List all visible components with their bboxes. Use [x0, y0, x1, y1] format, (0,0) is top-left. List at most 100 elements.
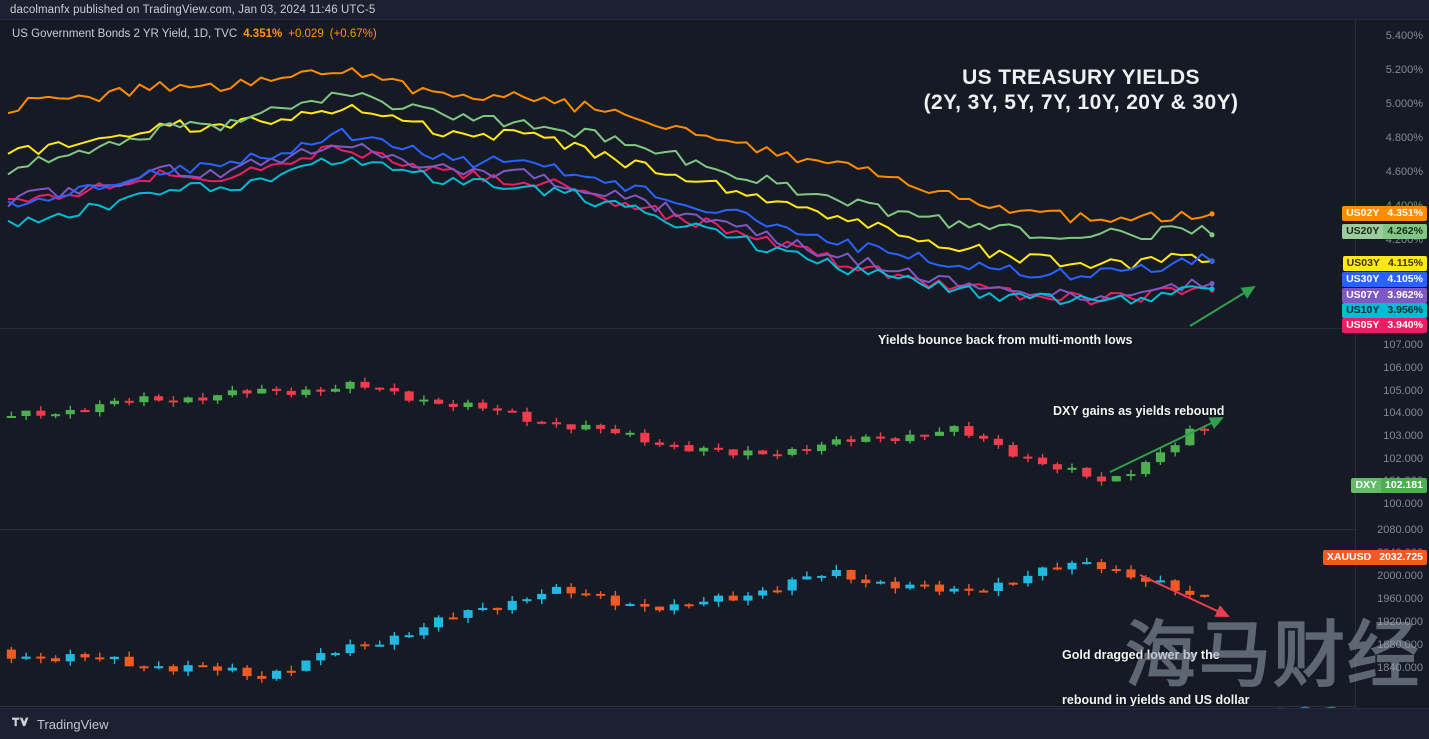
dxy-candle	[1052, 462, 1062, 474]
dxy-candle	[610, 424, 620, 435]
price-tag-xauusd-value: 2032.725	[1375, 550, 1427, 565]
panel-treasury-yields[interactable]	[0, 20, 1355, 328]
panel-separator-1[interactable]	[0, 328, 1429, 329]
price-tag-us20y[interactable]: US20Y 4.262%	[1342, 224, 1427, 239]
price-tag-us07y[interactable]: US07Y 3.962%	[1342, 288, 1427, 303]
dxy-candle	[168, 396, 178, 407]
axis-tick-dxy-3: 104.000	[1383, 407, 1423, 419]
xauusd-candle	[625, 602, 635, 607]
xauusd-candle	[1170, 579, 1180, 596]
dxy-candle	[51, 413, 61, 419]
axis-tick-yields-4: 4.600%	[1385, 166, 1423, 178]
yield-line-us03y	[7, 103, 1213, 271]
axis-tick-yields-1: 5.200%	[1385, 64, 1423, 76]
panel-dxy[interactable]	[0, 329, 1355, 529]
dxy-candle	[463, 399, 473, 410]
dxy-candle	[684, 441, 694, 452]
axis-tick-gold-6: 1840.000	[1377, 662, 1423, 674]
dxy-candle	[802, 445, 812, 455]
xauusd-candle	[330, 651, 340, 657]
dxy-candle	[979, 433, 989, 442]
xauusd-candle	[213, 662, 223, 676]
xauusd-candle	[964, 584, 974, 596]
dxy-candle	[1200, 425, 1210, 436]
xauusd-candle	[1008, 582, 1018, 586]
dxy-candle	[551, 417, 561, 428]
dxy-candle	[478, 399, 488, 411]
legend-change-percent: (+0.67%)	[329, 28, 377, 40]
xauusd-candle	[551, 583, 561, 595]
dxy-candle	[743, 446, 753, 460]
dxy-candle	[920, 434, 930, 441]
price-tag-xauusd[interactable]: XAUUSD 2032.725	[1322, 550, 1427, 565]
price-tag-us05y[interactable]: US05Y 3.940%	[1342, 318, 1427, 333]
chart-frame[interactable]: US Government Bonds 2 YR Yield, 1D, TVC …	[0, 20, 1429, 723]
dxy-candle	[109, 397, 119, 407]
yield-line-us20y	[7, 91, 1213, 240]
dxy-candle	[507, 408, 517, 413]
footer-bar: TradingView	[0, 708, 1429, 739]
dxy-candlestick-chart	[6, 377, 1210, 486]
price-tag-us30y[interactable]: US30Y 4.105%	[1342, 272, 1427, 287]
legend-symbol: US Government Bonds 2 YR Yield, 1D, TVC	[12, 28, 238, 40]
price-tag-us03y[interactable]: US03Y 4.115%	[1342, 256, 1427, 271]
price-tag-us02y-value: 4.351%	[1383, 206, 1427, 221]
xauusd-candle	[434, 615, 444, 632]
publisher-text: dacolmanfx published on TradingView.com,…	[10, 3, 376, 16]
xauusd-candle	[345, 639, 355, 656]
xauusd-candle	[772, 586, 782, 594]
xauusd-candle	[478, 602, 488, 612]
xauusd-candle	[890, 577, 900, 594]
xauusd-candle	[522, 597, 532, 604]
dxy-candle	[1170, 442, 1180, 457]
annotation-yields: Yields bounce back from multi-month lows	[878, 333, 1133, 347]
xauusd-candle	[375, 640, 385, 647]
dxy-candle	[640, 429, 650, 446]
xauusd-candle	[596, 591, 606, 599]
price-tag-dxy[interactable]: DXY 102.181	[1351, 478, 1427, 493]
dxy-candle	[1082, 467, 1092, 479]
panel-xauusd[interactable]	[0, 530, 1355, 705]
price-tag-us05y-symbol: US05Y	[1342, 318, 1384, 333]
dxy-candle	[242, 388, 252, 398]
price-scale[interactable]: 5.400%5.200%5.000%4.800%4.600%4.400%4.20…	[1322, 20, 1429, 708]
xauusd-candle	[183, 660, 193, 677]
yield-endpoint-us07y	[1209, 280, 1215, 287]
price-tag-us10y[interactable]: US10Y 3.956%	[1342, 303, 1427, 318]
xauusd-candle	[684, 603, 694, 609]
chart-title-line1: US TREASURY YIELDS	[962, 66, 1200, 89]
dxy-candle	[257, 384, 267, 394]
xauusd-candle	[21, 652, 31, 661]
axis-tick-dxy-2: 105.000	[1383, 385, 1423, 397]
yield-line-us10y	[7, 156, 1213, 306]
xauusd-candle	[979, 588, 989, 593]
dxy-candle	[36, 406, 46, 419]
dxy-candle	[434, 397, 444, 405]
dxy-candle	[699, 446, 709, 456]
panel-separator-2[interactable]	[0, 529, 1429, 530]
xauusd-candle	[1200, 594, 1210, 598]
xauusd-candle	[610, 590, 620, 611]
dxy-candle	[139, 392, 149, 407]
dxy-candle	[1067, 463, 1077, 473]
xauusd-candle	[1082, 557, 1092, 565]
dxy-candle	[1126, 469, 1136, 481]
xauusd-candle	[360, 641, 370, 650]
price-tag-xauusd-symbol: XAUUSD	[1322, 550, 1376, 565]
dxy-candle	[492, 404, 502, 415]
xauusd-candle	[713, 593, 723, 607]
price-tag-us02y[interactable]: US02Y 4.351%	[1342, 206, 1427, 221]
dxy-candle	[522, 407, 532, 427]
dxy-candle	[345, 380, 355, 394]
dxy-candle	[1155, 448, 1165, 465]
xauusd-candle	[640, 599, 650, 612]
dxy-candle	[1008, 441, 1018, 458]
dxy-candle	[330, 384, 340, 393]
xauusd-candle	[993, 577, 1003, 596]
xauusd-candle	[198, 662, 208, 668]
chart-legend[interactable]: US Government Bonds 2 YR Yield, 1D, TVC …	[12, 28, 377, 40]
dxy-candle	[154, 394, 164, 402]
xauusd-candle	[1096, 558, 1106, 574]
chart-title-line2: (2Y, 3Y, 5Y, 7Y, 10Y, 20Y & 30Y)	[923, 91, 1239, 114]
page-title: US TREASURY YIELDS (2Y, 3Y, 5Y, 7Y, 10Y,…	[886, 65, 1276, 115]
